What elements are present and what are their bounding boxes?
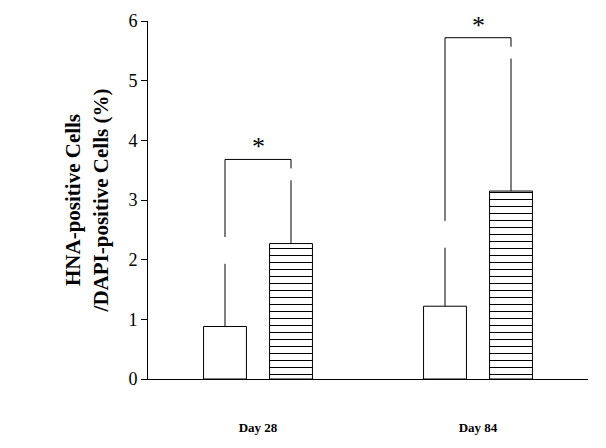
svg-text:*: * bbox=[472, 11, 485, 40]
svg-text:Day 84: Day 84 bbox=[459, 420, 498, 435]
svg-text:0: 0 bbox=[128, 369, 137, 389]
svg-text:HNA-positive Cells/DAPI-positi: HNA-positive Cells/DAPI-positive Cells (… bbox=[61, 89, 112, 313]
svg-text:2: 2 bbox=[128, 250, 137, 270]
svg-text:4: 4 bbox=[128, 131, 137, 151]
svg-text:6: 6 bbox=[128, 11, 137, 31]
svg-text:3: 3 bbox=[128, 190, 137, 210]
svg-text:5: 5 bbox=[128, 71, 137, 91]
svg-text:1: 1 bbox=[128, 310, 137, 330]
svg-text:Day 28: Day 28 bbox=[239, 420, 278, 435]
svg-text:*: * bbox=[252, 132, 265, 161]
